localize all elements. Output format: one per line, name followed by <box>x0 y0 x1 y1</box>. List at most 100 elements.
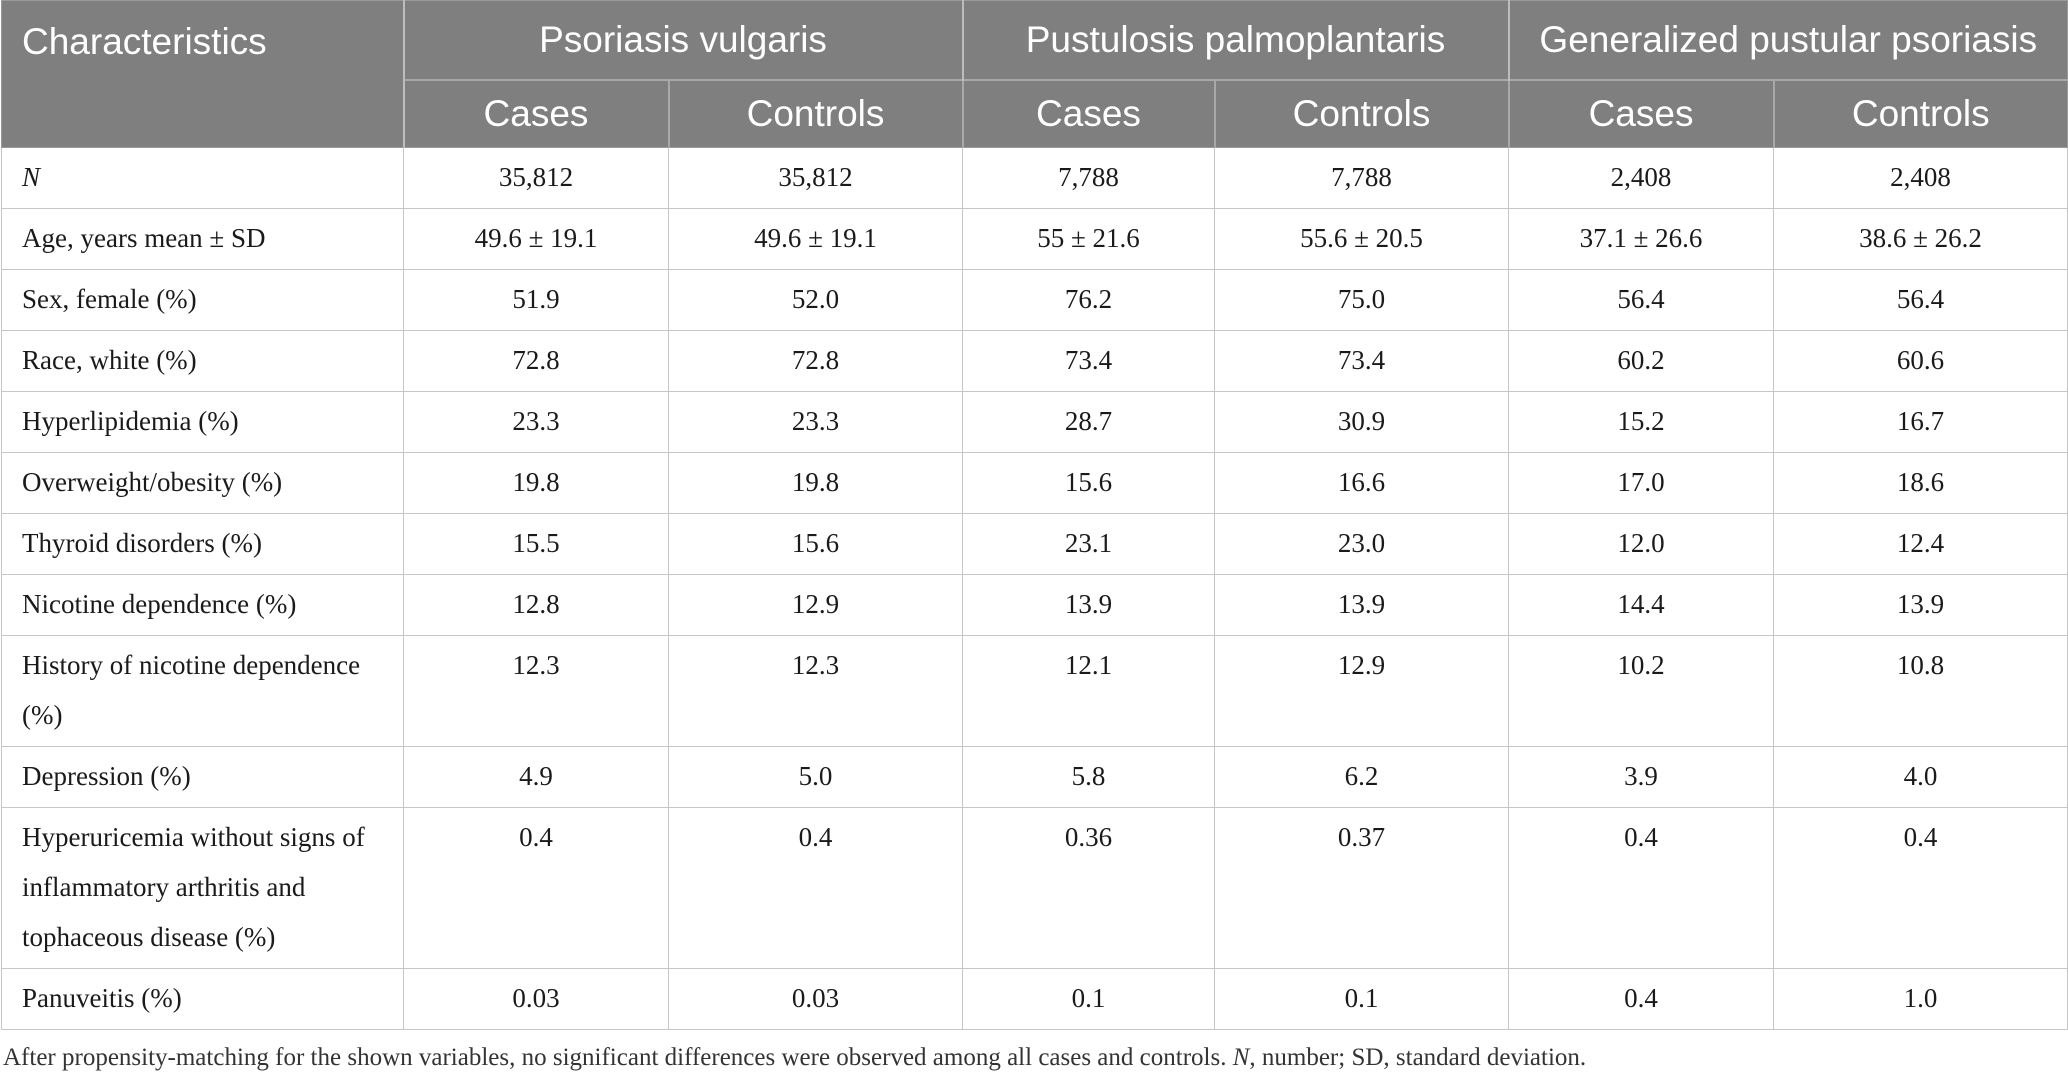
table-cell: 1.0 <box>1773 968 2068 1030</box>
table-row: Panuveitis (%) 0.03 0.03 0.1 0.1 0.4 1.0 <box>1 968 2068 1030</box>
table-cell: 16.7 <box>1773 391 2068 453</box>
table-cell: 13.9 <box>1773 574 2068 636</box>
table-cell: 23.3 <box>403 391 669 453</box>
table-cell: 23.1 <box>962 513 1215 575</box>
table-row: N 35,812 35,812 7,788 7,788 2,408 2,408 <box>1 147 2068 209</box>
table-cell: 75.0 <box>1213 269 1510 331</box>
row-label: Race, white (%) <box>1 330 404 392</box>
footnote-definitions: , number; SD, standard deviation. <box>1249 1044 1587 1071</box>
row-label: Age, years mean ± SD <box>1 208 404 270</box>
row-label: Overweight/obesity (%) <box>1 452 404 514</box>
table-cell: 0.36 <box>962 807 1215 969</box>
row-label: Thyroid disorders (%) <box>1 513 404 575</box>
table-cell: 15.5 <box>403 513 669 575</box>
table-body: N 35,812 35,812 7,788 7,788 2,408 2,408 … <box>1 147 2068 1030</box>
header-controls: Controls <box>667 79 963 148</box>
table-row: Thyroid disorders (%) 15.5 15.6 23.1 23.… <box>1 513 2068 575</box>
row-label: Depression (%) <box>1 746 404 808</box>
table-cell: 15.6 <box>668 513 963 575</box>
table-cell: 0.1 <box>962 968 1215 1030</box>
table-cell: 76.2 <box>962 269 1215 331</box>
row-label: Panuveitis (%) <box>1 968 404 1030</box>
table-cell: 4.9 <box>403 746 669 808</box>
table-cell: 0.4 <box>1508 968 1775 1030</box>
table-cell: 51.9 <box>403 269 669 331</box>
table-cell: 12.4 <box>1773 513 2068 575</box>
table-row: Overweight/obesity (%) 19.8 19.8 15.6 16… <box>1 452 2068 514</box>
header-controls: Controls <box>1213 79 1510 148</box>
table-cell: 49.6 ± 19.1 <box>403 208 669 270</box>
header-cases: Cases <box>402 79 669 148</box>
table-cell: 23.0 <box>1213 513 1510 575</box>
table-cell: 0.03 <box>403 968 669 1030</box>
table-cell: 0.1 <box>1213 968 1510 1030</box>
table-cell: 52.0 <box>668 269 963 331</box>
table-cell: 17.0 <box>1508 452 1775 514</box>
table-row: Race, white (%) 72.8 72.8 73.4 73.4 60.2… <box>1 330 2068 392</box>
table-cell: 19.8 <box>403 452 669 514</box>
table-cell: 5.8 <box>962 746 1215 808</box>
table-cell: 28.7 <box>962 391 1215 453</box>
table-cell: 30.9 <box>1213 391 1510 453</box>
table-cell: 7,788 <box>962 147 1215 209</box>
header-group-psoriasis-vulgaris: Psoriasis vulgaris <box>402 0 963 81</box>
table-cell: 49.6 ± 19.1 <box>668 208 963 270</box>
table-cell: 60.6 <box>1773 330 2068 392</box>
table-cell: 16.6 <box>1213 452 1510 514</box>
header-group-pustulosis-palmoplantaris: Pustulosis palmoplantaris <box>961 0 1510 81</box>
table-cell: 56.4 <box>1773 269 2068 331</box>
header-cases: Cases <box>1507 79 1775 148</box>
table-cell: 72.8 <box>668 330 963 392</box>
table-cell: 0.4 <box>1773 807 2068 969</box>
table-cell: 18.6 <box>1773 452 2068 514</box>
table-row: History of nicotine dependence (%) 12.3 … <box>1 635 2068 747</box>
table-cell: 4.0 <box>1773 746 2068 808</box>
table-cell: 15.2 <box>1508 391 1775 453</box>
table-cell: 73.4 <box>962 330 1215 392</box>
table-cell: 2,408 <box>1508 147 1775 209</box>
table-cell: 7,788 <box>1213 147 1510 209</box>
footnote-text: After propensity-matching for the shown … <box>3 1044 1233 1071</box>
table-cell: 60.2 <box>1508 330 1775 392</box>
table-cell: 35,812 <box>668 147 963 209</box>
table-row: Hyperuricemia without signs of inflammat… <box>1 807 2068 969</box>
table-cell: 56.4 <box>1508 269 1775 331</box>
table-cell: 12.3 <box>403 635 669 747</box>
table-cell: 12.3 <box>668 635 963 747</box>
table-cell: 5.0 <box>668 746 963 808</box>
row-label: Hyperlipidemia (%) <box>1 391 404 453</box>
footnote-n-symbol: N <box>1232 1044 1250 1071</box>
table-row: Sex, female (%) 51.9 52.0 76.2 75.0 56.4… <box>1 269 2068 331</box>
table-row: Nicotine dependence (%) 12.8 12.9 13.9 1… <box>1 574 2068 636</box>
table-cell: 12.0 <box>1508 513 1775 575</box>
table-cell: 0.37 <box>1213 807 1510 969</box>
header-characteristics: Characteristics <box>1 0 405 148</box>
header-group-generalized-pustular-psoriasis: Generalized pustular psoriasis <box>1507 0 2068 81</box>
header-controls: Controls <box>1772 79 2068 148</box>
row-label: Hyperuricemia without signs of inflammat… <box>1 807 404 969</box>
characteristics-table: Characteristics Psoriasis vulgaris Pustu… <box>1 0 2068 1030</box>
table-cell: 73.4 <box>1213 330 1510 392</box>
table-cell: 55.6 ± 20.5 <box>1213 208 1510 270</box>
row-label: N <box>1 147 404 209</box>
table-cell: 19.8 <box>668 452 963 514</box>
table-cell: 23.3 <box>668 391 963 453</box>
table-cell: 12.9 <box>668 574 963 636</box>
table-row: Age, years mean ± SD 49.6 ± 19.1 49.6 ± … <box>1 208 2068 270</box>
table-cell: 10.8 <box>1773 635 2068 747</box>
table-cell: 13.9 <box>1213 574 1510 636</box>
table-cell: 2,408 <box>1773 147 2068 209</box>
table-cell: 12.9 <box>1213 635 1510 747</box>
table-cell: 0.03 <box>668 968 963 1030</box>
row-label: Sex, female (%) <box>1 269 404 331</box>
table-row: Hyperlipidemia (%) 23.3 23.3 28.7 30.9 1… <box>1 391 2068 453</box>
table-cell: 12.1 <box>962 635 1215 747</box>
table-header: Characteristics Psoriasis vulgaris Pustu… <box>1 0 2068 148</box>
header-cases: Cases <box>961 79 1215 148</box>
table-cell: 35,812 <box>403 147 669 209</box>
table-cell: 0.4 <box>403 807 669 969</box>
table-cell: 15.6 <box>962 452 1215 514</box>
table-cell: 55 ± 21.6 <box>962 208 1215 270</box>
table-cell: 38.6 ± 26.2 <box>1773 208 2068 270</box>
table-cell: 72.8 <box>403 330 669 392</box>
